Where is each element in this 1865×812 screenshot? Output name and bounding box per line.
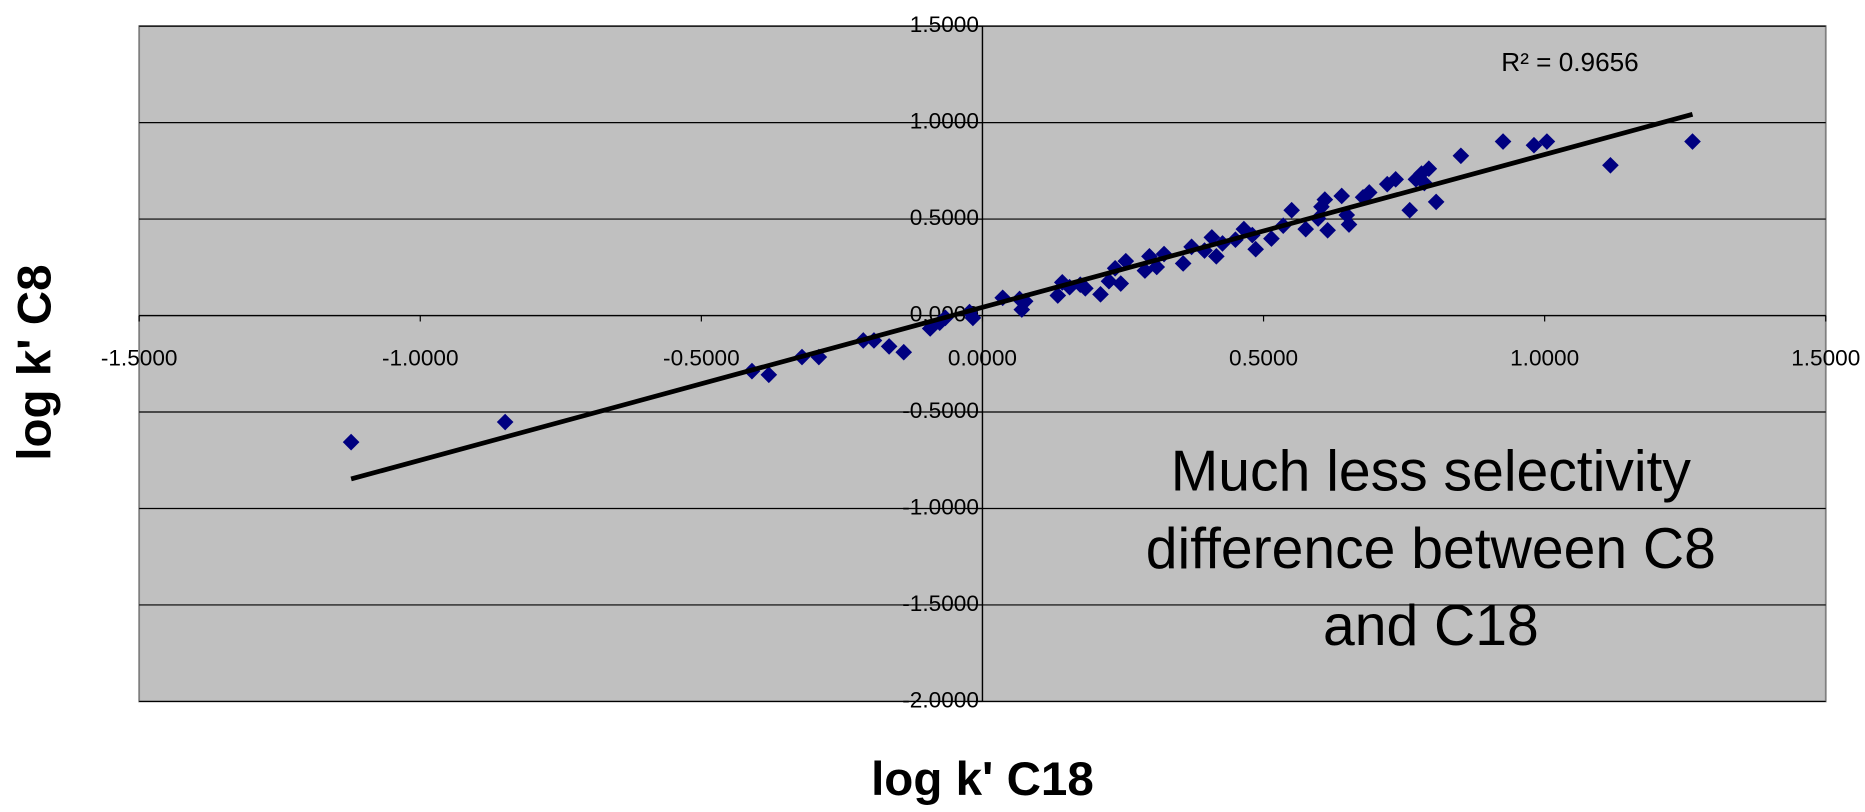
x-axis-title: log k' C18 [871,753,1094,806]
data-point [1297,220,1315,238]
data-point [1247,240,1265,258]
data-point [1420,160,1438,178]
x-tick-label: 0.5000 [1229,346,1298,371]
data-point [1452,147,1470,165]
data-point [1494,133,1512,150]
data-point [964,309,982,327]
data-point [1061,278,1078,296]
y-axis-title: log k' C8 [9,265,62,461]
data-point [1141,248,1158,265]
data-point [760,366,778,384]
data-point [1427,193,1445,211]
data-point [1016,292,1034,310]
y-tick-label: -1.5000 [902,591,979,616]
data-point [1684,133,1701,150]
data-point [1208,248,1225,265]
data-point [1117,252,1135,270]
y-tick-label: -1.0000 [902,494,979,519]
data-point [1340,216,1358,233]
data-point [1316,191,1334,208]
trendline [350,112,1694,482]
data-point [1263,230,1280,247]
data-point [1100,272,1118,290]
y-tick-label: 0.5000 [910,205,979,230]
annotation: Much less selectivity [1171,440,1692,504]
data-point [1602,156,1619,174]
data-point [1283,201,1300,219]
y-tick-label: -2.0000 [902,687,979,712]
x-tick-label: -1.5000 [101,346,178,371]
data-point [880,338,898,355]
data-point [1360,184,1378,201]
y-tick-label: 1.0000 [910,109,979,134]
x-tick-label: 1.0000 [1510,346,1579,371]
annotation: and C18 [1323,594,1539,658]
y-tick-label: -0.5000 [902,398,979,423]
data-point [1319,221,1336,239]
x-tick-label: -1.0000 [382,346,459,371]
data-point [1525,136,1543,154]
data-point [1538,133,1556,150]
annotation: difference between C8 [1146,517,1716,581]
data-point [1387,171,1404,188]
data-point [1333,187,1351,205]
x-tick-label: 0.0000 [948,346,1017,371]
data-point [895,343,913,361]
data-point [1049,287,1067,304]
x-tick-label: 1.5000 [1791,346,1860,371]
r-squared: R² = 0.9656 [1501,47,1638,77]
x-tick-label: -0.5000 [663,346,740,371]
y-tick-label: 1.5000 [910,12,979,37]
data-point [1401,201,1419,219]
data-point [1092,286,1109,303]
